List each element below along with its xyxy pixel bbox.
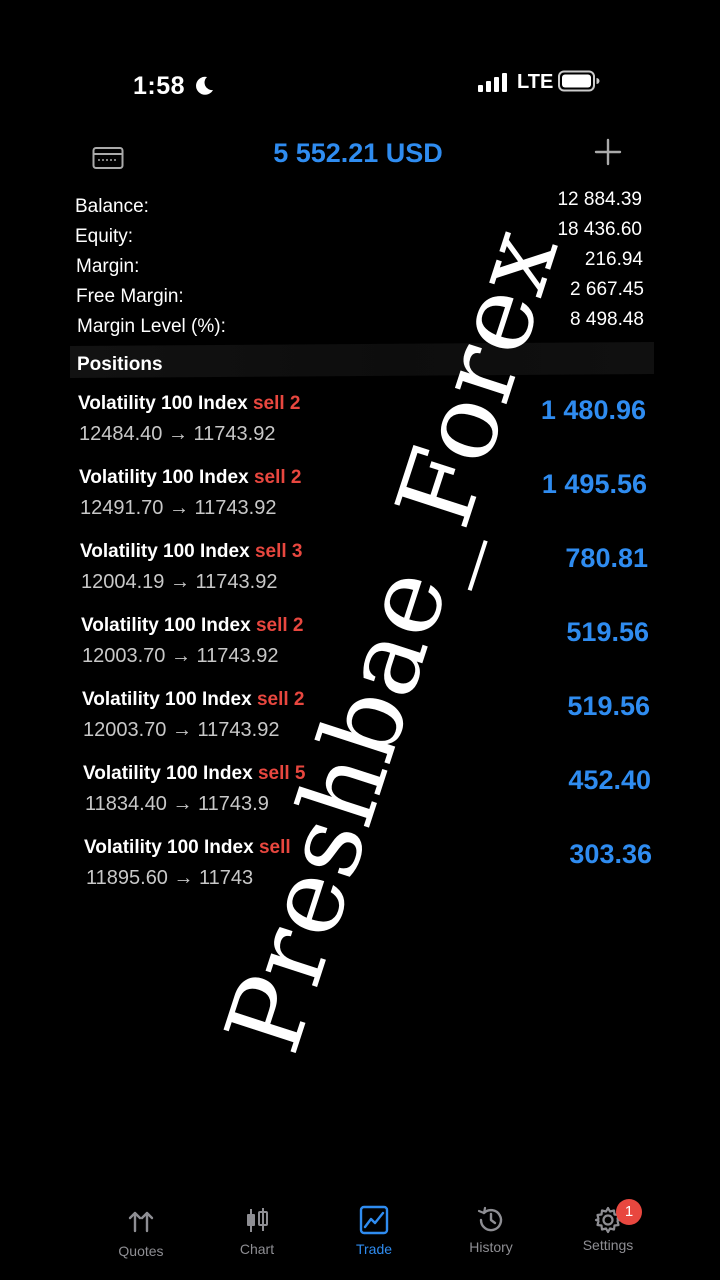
summary-row-margin-level: Margin Level (%): 8 498.48 xyxy=(0,309,720,346)
position-row[interactable]: Volatility 100 Index sell 2 12484.40 → 1… xyxy=(0,393,720,463)
equity-title-text: 5 552.21 USD xyxy=(273,138,443,168)
summary-label: Margin: xyxy=(76,256,140,277)
tab-trade-label: Trade xyxy=(355,1241,393,1257)
summary-value: 18 436.60 xyxy=(557,219,642,240)
position-profit: 452.40 xyxy=(568,765,651,795)
summary-label: Free Margin: xyxy=(76,286,184,307)
position-profit: 1 495.56 xyxy=(541,469,647,499)
position-prices: 12004.19 → 11743.92 xyxy=(81,571,278,593)
tab-settings[interactable]: Settings xyxy=(563,1205,653,1265)
status-time: 1:58 xyxy=(133,72,186,100)
summary-label: Equity: xyxy=(75,226,134,247)
position-profit: 519.56 xyxy=(567,691,650,721)
position-profit: 303.36 xyxy=(569,839,652,869)
arrows-up-down-icon xyxy=(128,1211,154,1233)
trade-chart-icon xyxy=(359,1205,389,1235)
tab-chart[interactable]: Chart xyxy=(212,1205,302,1265)
summary-label: Margin Level (%): xyxy=(77,316,226,337)
summary-value: 2 667.45 xyxy=(570,279,644,300)
tab-chart-label: Chart xyxy=(239,1241,275,1257)
tab-quotes[interactable]: Quotes xyxy=(96,1205,186,1265)
position-title: Volatility 100 Index sell 5 xyxy=(83,763,305,785)
settings-notification-badge: 1 xyxy=(616,1199,642,1225)
position-title: Volatility 100 Index sell 2 xyxy=(78,393,300,415)
position-title: Volatility 100 Index sell xyxy=(84,837,291,859)
tab-history-label: History xyxy=(469,1239,513,1255)
position-prices: 11834.40 → 11743.9 xyxy=(85,793,269,815)
signal-icon xyxy=(478,73,507,92)
tab-settings-label: Settings xyxy=(582,1237,634,1253)
position-prices: 12484.40 → 11743.92 xyxy=(79,423,276,445)
position-side: sell 2 xyxy=(252,393,301,414)
summary-value: 8 498.48 xyxy=(570,309,644,330)
position-prices: 12003.70 → 11743.92 xyxy=(82,645,279,667)
position-profit: 1 480.96 xyxy=(540,395,646,425)
summary-row-equity: Equity: 18 436.60 xyxy=(0,219,720,256)
tab-trade[interactable]: Trade xyxy=(329,1205,419,1265)
position-row[interactable]: Volatility 100 Index sell 11895.60 → 117… xyxy=(0,837,720,907)
position-row[interactable]: Volatility 100 Index sell 2 12003.70 → 1… xyxy=(0,689,720,759)
history-clock-icon xyxy=(477,1206,503,1232)
position-title: Volatility 100 Index sell 2 xyxy=(82,689,304,711)
position-title: Volatility 100 Index sell 3 xyxy=(80,541,302,563)
position-profit: 519.56 xyxy=(566,617,649,647)
wallet-icon[interactable] xyxy=(92,146,124,170)
equity-title: 5 552.21 USD xyxy=(0,138,720,169)
position-symbol: Volatility 100 Index xyxy=(78,393,248,414)
position-prices: 11895.60 → 11743 xyxy=(86,867,254,889)
positions-title: Positions xyxy=(77,354,163,375)
moon-icon xyxy=(196,76,213,95)
position-symbol: Volatility 100 Index xyxy=(83,763,253,784)
tab-quotes-label: Quotes xyxy=(118,1243,164,1259)
summary-row-free-margin: Free Margin: 2 667.45 xyxy=(0,279,720,316)
summary-value: 12 884.39 xyxy=(557,189,642,210)
summary-label: Balance: xyxy=(75,196,149,217)
position-symbol: Volatility 100 Index xyxy=(82,689,252,710)
position-symbol: Volatility 100 Index xyxy=(81,615,251,636)
position-prices: 12003.70 → 11743.92 xyxy=(83,719,280,741)
position-title: Volatility 100 Index sell 2 xyxy=(81,615,303,637)
summary-value: 216.94 xyxy=(584,249,643,270)
position-row[interactable]: Volatility 100 Index sell 5 11834.40 → 1… xyxy=(0,763,720,833)
candlestick-icon xyxy=(247,1208,268,1232)
battery-icon xyxy=(558,70,600,92)
position-prices: 12491.70 → 11743.92 xyxy=(80,497,277,519)
position-side: sell 2 xyxy=(253,467,302,488)
position-symbol: Volatility 100 Index xyxy=(84,837,254,858)
position-row[interactable]: Volatility 100 Index sell 3 12004.19 → 1… xyxy=(0,541,720,611)
tab-history[interactable]: History xyxy=(446,1205,536,1265)
summary-row-margin: Margin: 216.94 xyxy=(0,249,720,286)
position-symbol: Volatility 100 Index xyxy=(79,467,249,488)
position-row[interactable]: Volatility 100 Index sell 2 12003.70 → 1… xyxy=(0,615,720,685)
position-side: sell 2 xyxy=(255,615,304,636)
plus-icon[interactable] xyxy=(594,138,622,166)
network-label: LTE xyxy=(517,71,554,93)
position-symbol: Volatility 100 Index xyxy=(80,541,250,562)
position-row[interactable]: Volatility 100 Index sell 2 12491.70 → 1… xyxy=(0,467,720,537)
position-profit: 780.81 xyxy=(565,543,648,573)
position-side: sell 3 xyxy=(254,541,303,562)
position-side: sell 5 xyxy=(257,763,306,784)
position-side: sell xyxy=(258,837,291,858)
position-side: sell 2 xyxy=(256,689,305,710)
position-title: Volatility 100 Index sell 2 xyxy=(79,467,301,489)
summary-row-balance: Balance: 12 884.39 xyxy=(0,189,720,226)
